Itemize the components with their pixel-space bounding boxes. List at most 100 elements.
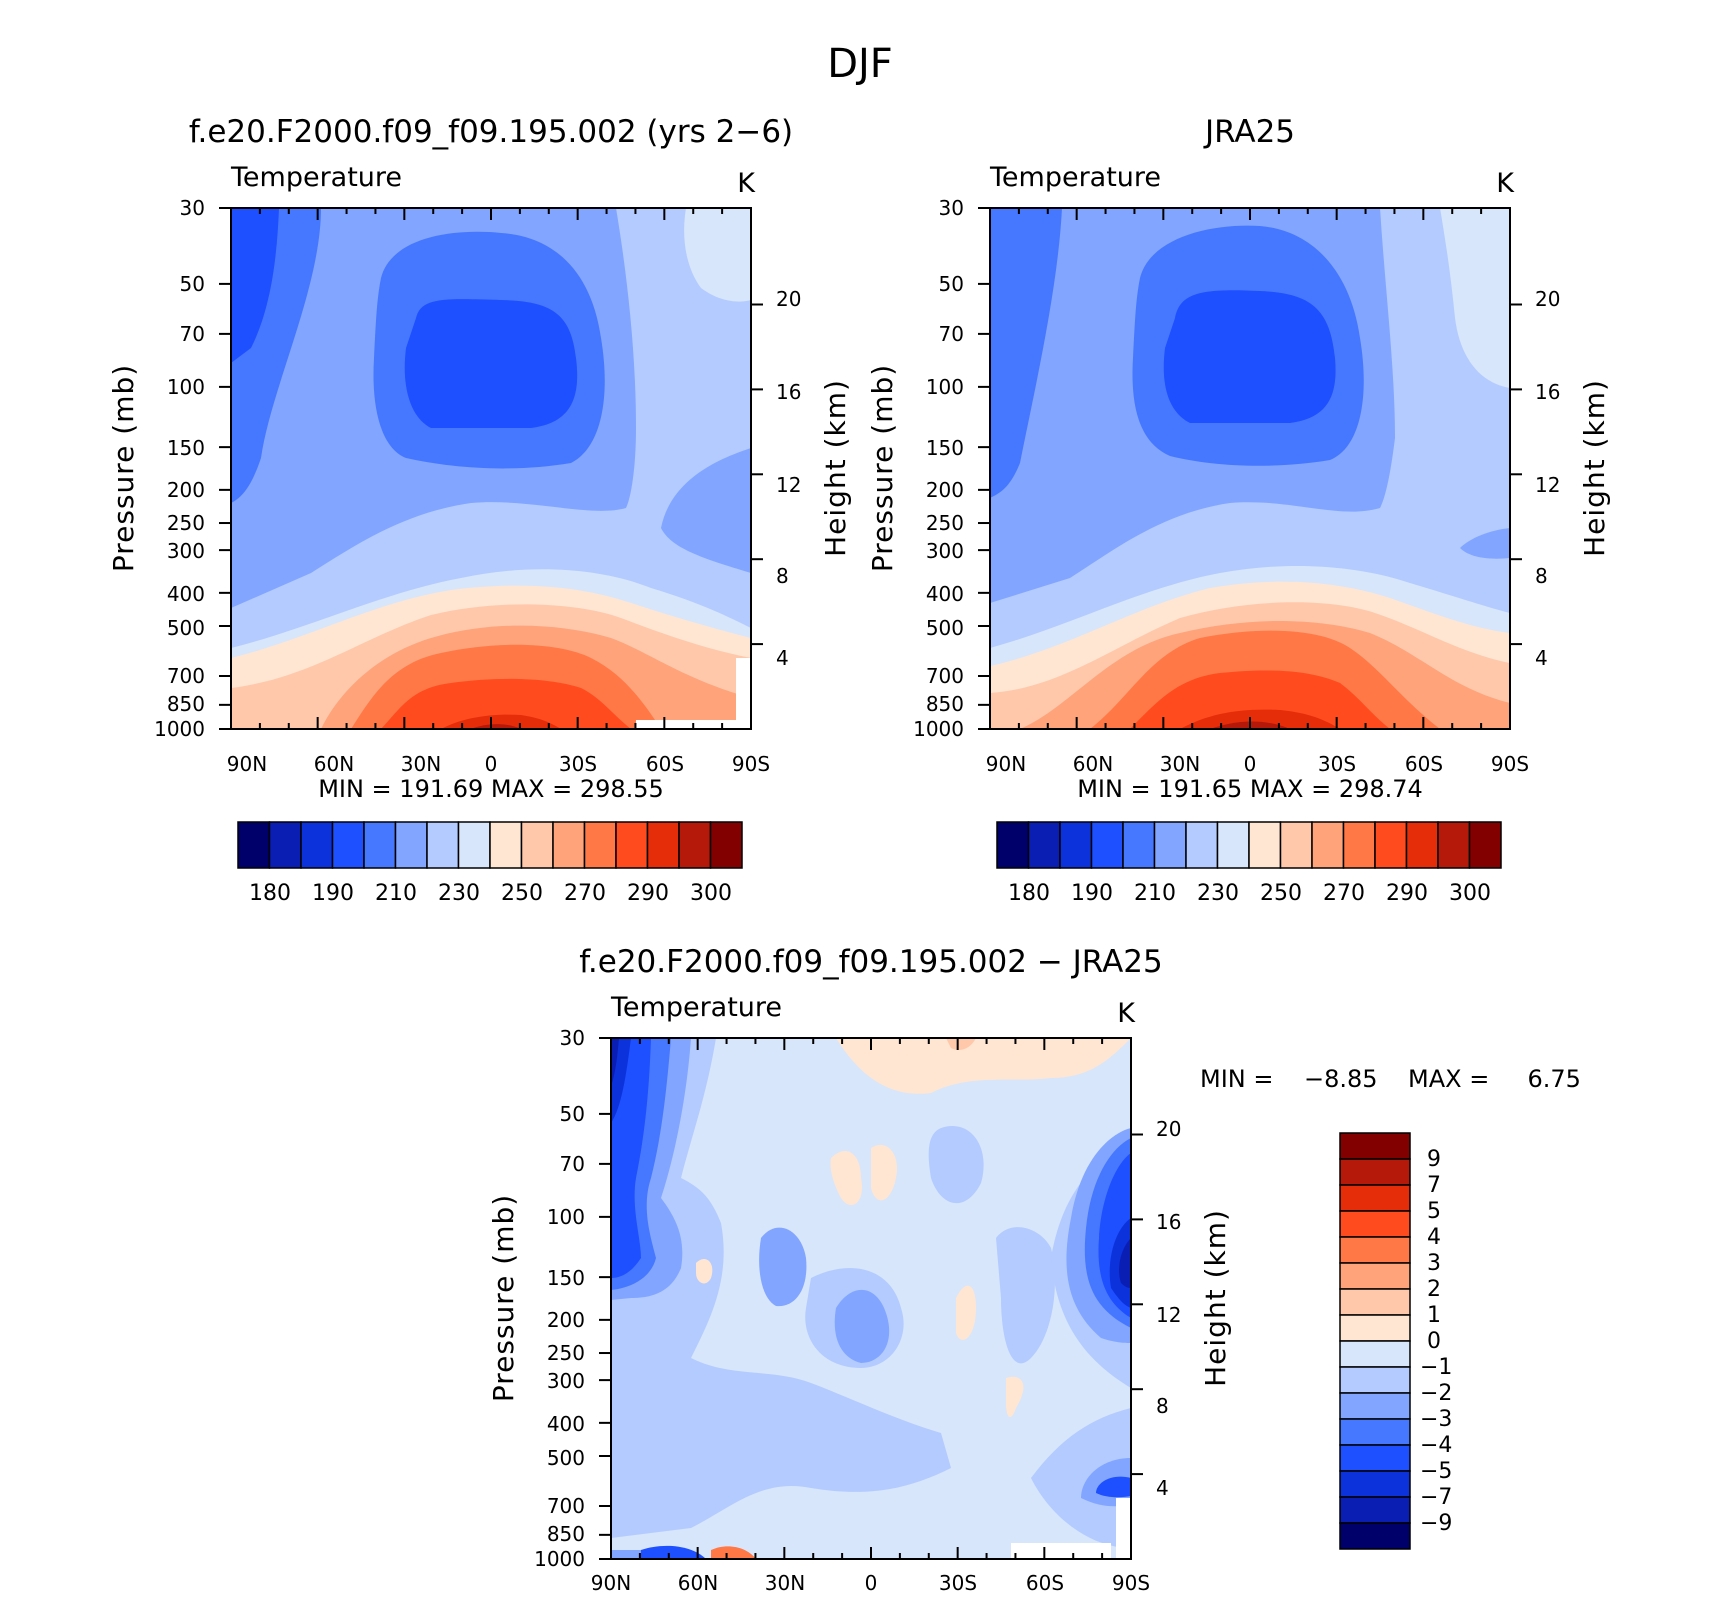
band-1-2-north — [946, 1038, 976, 1050]
xtick-label: 90S — [1112, 1571, 1150, 1595]
colorbar-swatch — [457, 821, 491, 869]
colorbar-swatch — [996, 821, 1030, 869]
colorbar-label: −5 — [1420, 1459, 1452, 1484]
colorbar-label: −4 — [1420, 1433, 1452, 1458]
band-290-295 — [381, 678, 631, 729]
xtick-label: 0 — [1244, 752, 1257, 776]
colorbar-swatch — [1339, 1158, 1411, 1186]
xtick-label: 90S — [1491, 752, 1529, 776]
panel-diff: f.e20.F2000.f09_f09.195.002 − JRA25 Temp… — [487, 944, 1581, 1595]
colorbar-label: 300 — [690, 881, 732, 906]
colorbar-swatch — [1248, 821, 1282, 869]
band-minus9-se — [1119, 1238, 1131, 1288]
xtick-label: 90N — [227, 752, 267, 776]
xtick-label: 90N — [591, 1571, 631, 1595]
band-240-250-ne — [1440, 208, 1510, 388]
ytick-right-label: 4 — [1535, 646, 1548, 670]
panel-obs-contour-field — [990, 208, 1510, 729]
colorbar-swatch — [1339, 1522, 1411, 1550]
panel-model-y-axis-right-title: Height (km) — [819, 379, 852, 557]
panel-obs-units-label: K — [1496, 168, 1515, 199]
xtick-label: 30N — [1160, 752, 1200, 776]
ytick-label: 400 — [547, 1412, 585, 1436]
colorbar-label: 3 — [1427, 1251, 1441, 1276]
panel-model-title: f.e20.F2000.f09_f09.195.002 (yrs 2−6) — [189, 114, 793, 150]
colorbar-label: 180 — [249, 881, 291, 906]
ytick-label: 100 — [167, 375, 205, 399]
band-210-220 — [990, 208, 1062, 498]
colorbar-swatch — [1339, 1418, 1411, 1446]
ytick-label: 150 — [167, 436, 205, 460]
colorbar-swatch — [1027, 821, 1061, 869]
colorbar-swatch — [363, 821, 397, 869]
xtick-label: 30N — [401, 752, 441, 776]
ytick-right-label: 20 — [1156, 1117, 1181, 1141]
colorbar-swatch — [1468, 821, 1502, 869]
colorbar-swatch — [1339, 1236, 1411, 1264]
xtick-label: 60S — [1405, 752, 1443, 776]
panel-obs-min-max: MIN = 191.65 MAX = 298.74 — [1077, 775, 1423, 803]
colorbar-swatch — [552, 821, 586, 869]
colorbar-swatch — [331, 821, 365, 869]
panel-obs-y-axis — [978, 207, 1522, 730]
band-minus2-minus1 — [611, 1038, 951, 1538]
colorbar-swatch — [300, 821, 334, 869]
ytick-right-label: 16 — [1535, 380, 1560, 404]
ytick-label: 850 — [926, 692, 964, 716]
colorbar-swatch — [646, 821, 680, 869]
panel-model-y-axis — [219, 207, 763, 730]
colorbar-swatch — [1339, 1184, 1411, 1212]
panel-obs-title: JRA25 — [1203, 114, 1295, 150]
colorbar-label: 190 — [312, 881, 354, 906]
colorbar-swatch — [1339, 1210, 1411, 1238]
colorbar-swatch — [1437, 821, 1471, 869]
ytick-label: 400 — [167, 582, 205, 606]
colorbar-swatch — [709, 821, 743, 869]
band-surface-neg2 — [611, 1550, 641, 1559]
colorbar-swatch — [1339, 1132, 1411, 1160]
band-missing-edge — [1116, 1498, 1131, 1559]
band-minus5-minus4 — [611, 1038, 651, 1278]
band-minus9-minus7 — [611, 1038, 619, 1086]
band-295-300 — [441, 714, 561, 729]
colorbar-label: 0 — [1427, 1329, 1441, 1354]
band-minus5-se-low — [1096, 1476, 1131, 1498]
ytick-label: 30 — [180, 196, 205, 220]
colorbar-swatch — [1339, 1444, 1411, 1472]
panel-obs: JRA25 Temperature K — [866, 114, 1611, 906]
ytick-label: 850 — [167, 692, 205, 716]
colorbar-swatch — [1059, 821, 1093, 869]
colorbar-label: 210 — [375, 881, 417, 906]
colorbar-swatch — [615, 821, 649, 869]
ytick-label: 250 — [167, 511, 205, 535]
band-200-210 — [404, 299, 578, 428]
colorbar-swatch — [1185, 821, 1219, 869]
colorbar-swatch — [1374, 821, 1408, 869]
colorbar-label: 5 — [1427, 1199, 1441, 1224]
colorbar-swatch — [1339, 1392, 1411, 1420]
colorbar-label: 230 — [1197, 881, 1239, 906]
colorbar-label: 250 — [1260, 881, 1302, 906]
ytick-right-label: 8 — [776, 564, 789, 588]
colorbar-label: 4 — [1427, 1225, 1441, 1250]
ytick-label: 100 — [547, 1205, 585, 1229]
panel-model-contour-field — [231, 208, 751, 729]
ytick-label: 700 — [926, 664, 964, 688]
panel-diff-y-axis-title: Pressure (mb) — [487, 1194, 520, 1402]
colorbar-swatch — [1339, 1314, 1411, 1342]
colorbar-swatch — [426, 821, 460, 869]
colorbar-label: 250 — [501, 881, 543, 906]
ytick-right-label: 20 — [1535, 287, 1560, 311]
ytick-label: 200 — [926, 478, 964, 502]
band-0-1-e — [696, 1258, 713, 1284]
ytick-right-label: 20 — [776, 287, 801, 311]
colorbar-swatch — [268, 821, 302, 869]
figure-title: DJF — [827, 41, 893, 87]
band-0-1-north — [836, 1038, 1131, 1094]
panel-obs-frame — [989, 207, 1511, 730]
ytick-label: 300 — [926, 539, 964, 563]
colorbar-label: 270 — [1323, 881, 1365, 906]
band-220-230-se — [1460, 528, 1510, 559]
ytick-label: 70 — [560, 1152, 585, 1176]
xtick-label: 30S — [559, 752, 597, 776]
